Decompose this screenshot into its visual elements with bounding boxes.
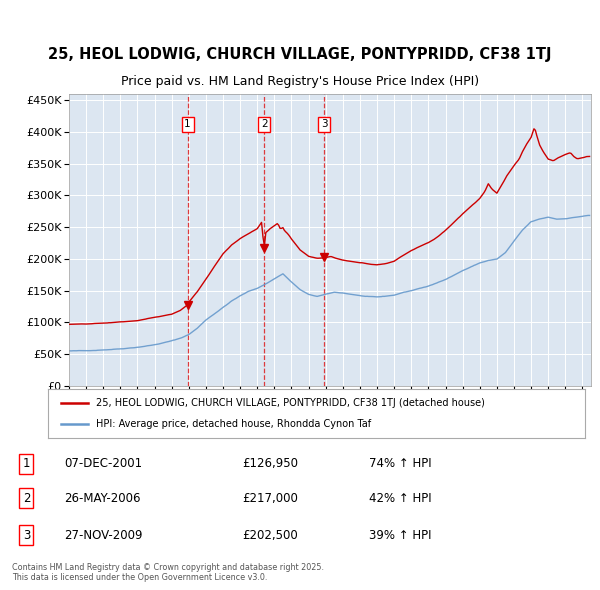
Text: 74% ↑ HPI: 74% ↑ HPI: [369, 457, 432, 470]
Text: HPI: Average price, detached house, Rhondda Cynon Taf: HPI: Average price, detached house, Rhon…: [97, 419, 371, 429]
Text: 25, HEOL LODWIG, CHURCH VILLAGE, PONTYPRIDD, CF38 1TJ: 25, HEOL LODWIG, CHURCH VILLAGE, PONTYPR…: [48, 47, 552, 62]
Text: 07-DEC-2001: 07-DEC-2001: [64, 457, 142, 470]
Text: 3: 3: [23, 529, 30, 542]
Text: 2: 2: [261, 120, 268, 129]
Text: 2: 2: [23, 491, 30, 505]
Text: 1: 1: [23, 457, 30, 470]
Text: 39% ↑ HPI: 39% ↑ HPI: [369, 529, 431, 542]
Text: 26-MAY-2006: 26-MAY-2006: [64, 491, 140, 505]
Text: £217,000: £217,000: [242, 491, 298, 505]
Text: £126,950: £126,950: [242, 457, 298, 470]
Text: Price paid vs. HM Land Registry's House Price Index (HPI): Price paid vs. HM Land Registry's House …: [121, 74, 479, 87]
Text: 1: 1: [184, 120, 191, 129]
Text: 27-NOV-2009: 27-NOV-2009: [64, 529, 142, 542]
Text: Contains HM Land Registry data © Crown copyright and database right 2025.
This d: Contains HM Land Registry data © Crown c…: [12, 563, 324, 582]
Text: 25, HEOL LODWIG, CHURCH VILLAGE, PONTYPRIDD, CF38 1TJ (detached house): 25, HEOL LODWIG, CHURCH VILLAGE, PONTYPR…: [97, 398, 485, 408]
Text: 3: 3: [320, 120, 328, 129]
Text: £202,500: £202,500: [242, 529, 298, 542]
Text: 42% ↑ HPI: 42% ↑ HPI: [369, 491, 432, 505]
